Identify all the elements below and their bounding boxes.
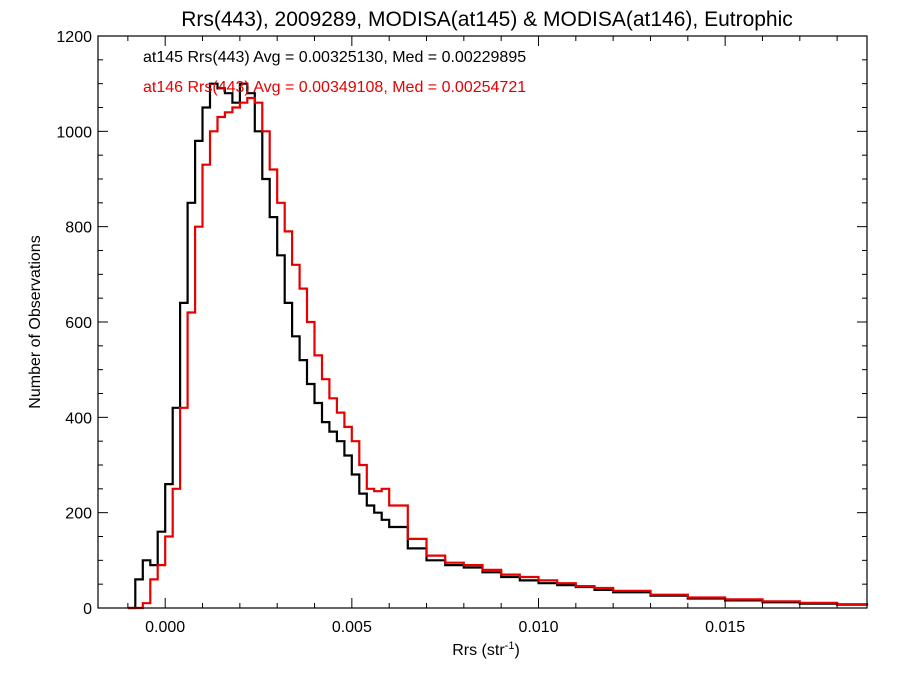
- y-tick-label: 200: [65, 506, 92, 523]
- x-tick-label: 0.000: [145, 619, 185, 636]
- x-axis-label: Rrs (str-1): [452, 640, 520, 659]
- x-axis-label-suffix: ): [514, 642, 519, 659]
- legend-entry-at146: at146 Rrs(443) Avg = 0.00349108, Med = 0…: [143, 79, 526, 96]
- chart-title: Rrs(443), 2009289, MODISA(at145) & MODIS…: [181, 8, 793, 31]
- y-axis-label: Number of Observations: [27, 235, 44, 408]
- y-tick-label: 600: [65, 315, 92, 332]
- y-tick-label: 800: [65, 220, 92, 237]
- x-tick-label: 0.005: [332, 619, 372, 636]
- y-tick-label: 1200: [56, 29, 92, 46]
- y-tick-label: 0: [83, 601, 92, 618]
- series-layer: [127, 82, 869, 610]
- tick-layer: 0.000 0.005 0.010 0.015 0 200 400 600 800 1000 120…: [56, 29, 867, 636]
- x-tick-label: 0.010: [518, 619, 558, 636]
- x-axis-label-superscript: -1: [505, 640, 515, 652]
- plot-frame: [97, 35, 868, 609]
- series-line-at145: [127, 82, 869, 610]
- y-tick-label: 1000: [56, 124, 92, 141]
- y-tick-label: 400: [65, 410, 92, 427]
- legend-entry-at145: at145 Rrs(443) Avg = 0.00325130, Med = 0…: [143, 49, 526, 66]
- x-tick-label: 0.015: [705, 619, 745, 636]
- x-axis-label-main: Rrs (str: [452, 642, 505, 659]
- series-line-at146: [127, 96, 869, 610]
